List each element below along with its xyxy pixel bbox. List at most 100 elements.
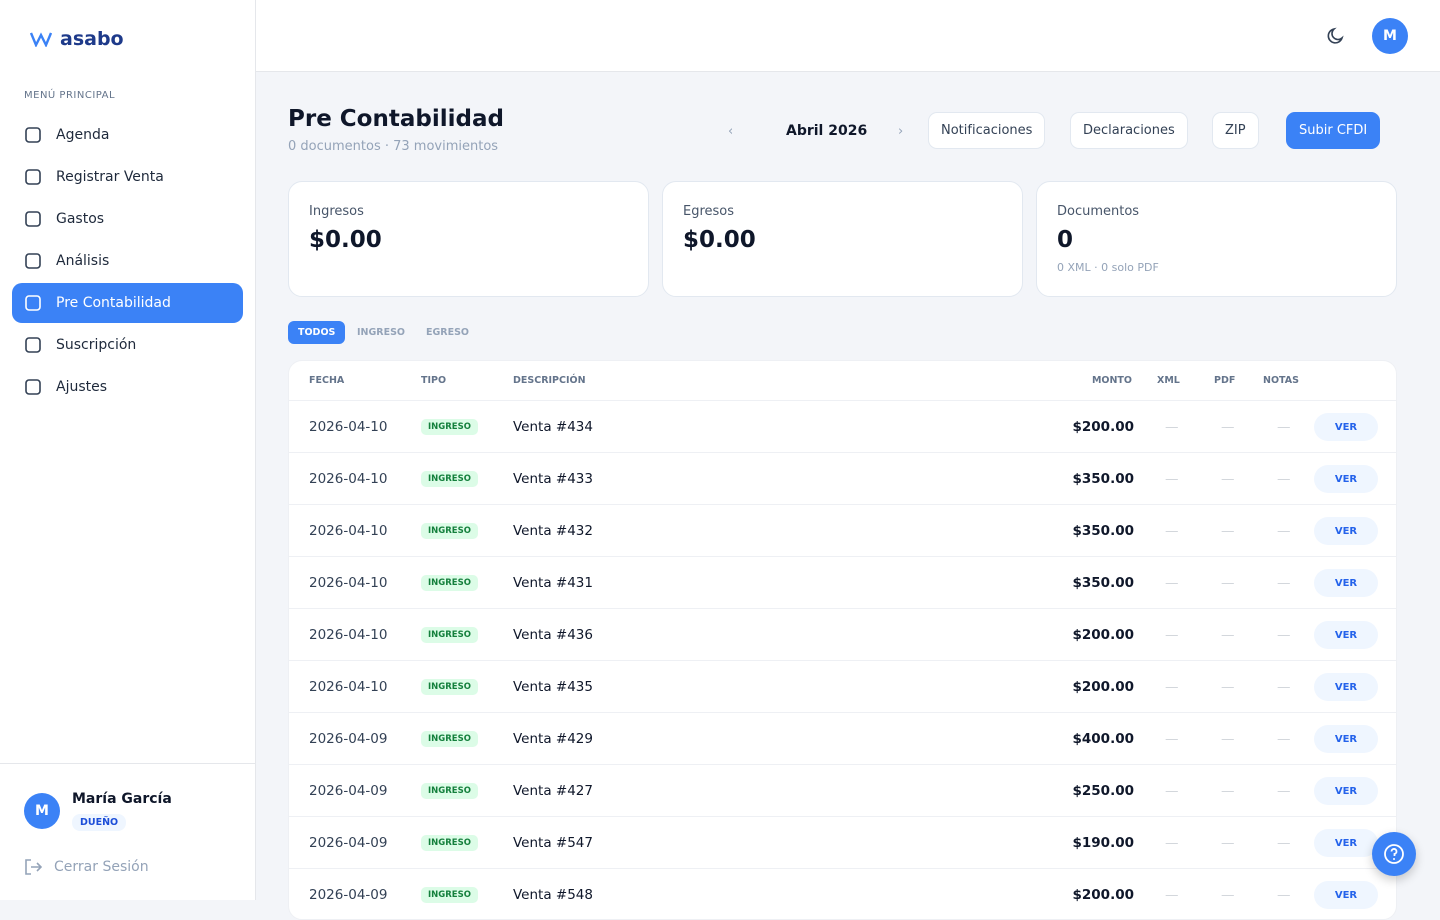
nav-item[interactable]: Agenda [12,115,243,155]
view-button[interactable]: VER [1314,569,1378,597]
filter-tab[interactable]: TODOS [288,321,346,344]
help-icon [1384,844,1404,864]
amount: $400.00 [1072,731,1135,747]
nav-label: Gastos [56,211,105,227]
nav-icon [25,253,41,269]
help-button[interactable] [1372,832,1416,876]
theme-toggle[interactable] [1326,26,1346,46]
summary-card: Ingresos $0.00 [288,181,649,297]
empty-cell: — [1221,783,1235,799]
brand-name: asabo [60,28,124,50]
card-label: Ingresos [309,204,364,219]
nav-item[interactable]: Registrar Venta [12,157,243,197]
table-row: 2026-04-09 INGRESO Venta #427 $250.00 — — — VER [289,764,1396,816]
month-label: Abril 2026 [786,123,868,139]
empty-cell: — [1277,783,1291,799]
description: Venta #435 [513,679,593,695]
type-badge: INGRESO [421,731,478,747]
empty-cell: — [1277,835,1291,851]
next-month[interactable]: › [898,124,904,139]
action-button[interactable]: Declaraciones [1070,112,1188,149]
description: Venta #431 [513,575,593,591]
card-value: 0 [1057,227,1074,253]
view-button[interactable]: VER [1314,465,1378,493]
summary-card: Egresos $0.00 [662,181,1023,297]
column-header: FECHA [309,375,345,386]
empty-cell: — [1221,627,1235,643]
filter-tab[interactable]: INGRESO [357,327,406,338]
nav-icon [25,169,41,185]
empty-cell: — [1221,419,1235,435]
nav-item[interactable]: Pre Contabilidad [12,283,243,323]
view-button[interactable]: VER [1314,517,1378,545]
action-button[interactable]: Subir CFDI [1286,112,1381,149]
card-note: 0 XML · 0 solo PDF [1057,261,1159,274]
empty-cell: — [1277,627,1291,643]
type-badge: INGRESO [421,835,478,851]
amount: $190.00 [1072,835,1135,851]
empty-cell: — [1277,887,1291,903]
type-badge: INGRESO [421,627,478,643]
date: 2026-04-10 [309,471,388,487]
nav-item[interactable]: Suscripción [12,325,243,365]
date: 2026-04-09 [309,835,388,851]
type-badge: INGRESO [421,783,478,799]
description: Venta #429 [513,731,593,747]
empty-cell: — [1277,679,1291,695]
description: Venta #548 [513,887,593,903]
view-button[interactable]: VER [1314,725,1378,753]
logo-icon [30,32,52,47]
description: Venta #547 [513,835,593,851]
empty-cell: — [1165,471,1179,487]
view-button[interactable]: VER [1314,413,1378,441]
type-badge: INGRESO [421,575,478,591]
description: Venta #427 [513,783,593,799]
filter-tab[interactable]: EGRESO [426,327,470,338]
page-subtitle: 0 documentos · 73 movimientos [288,139,499,154]
nav-icon [25,211,41,227]
action-button[interactable]: ZIP [1212,112,1259,149]
prev-month[interactable]: ‹ [728,124,734,139]
top-avatar[interactable]: M [1372,18,1408,54]
user-avatar[interactable]: M [24,793,60,829]
column-header: DESCRIPCIÓN [513,375,586,386]
amount: $200.00 [1072,887,1135,903]
view-button[interactable]: VER [1314,673,1378,701]
logo[interactable]: asabo [30,28,124,50]
amount: $200.00 [1072,627,1135,643]
empty-cell: — [1221,835,1235,851]
logout-icon [25,859,42,875]
empty-cell: — [1277,575,1291,591]
nav-item[interactable]: Ajustes [12,367,243,407]
user-panel: M María García DUEÑO Cerrar Sesión [0,763,255,900]
empty-cell: — [1165,887,1179,903]
amount: $200.00 [1072,679,1135,695]
nav-item[interactable]: Análisis [12,241,243,281]
amount: $350.00 [1072,575,1135,591]
nav-label: Suscripción [56,337,137,353]
empty-cell: — [1277,471,1291,487]
user-name: María García [72,791,172,807]
empty-cell: — [1165,731,1179,747]
table-row: 2026-04-10 INGRESO Venta #436 $200.00 — — — VER [289,608,1396,660]
view-button[interactable]: VER [1314,881,1378,909]
type-badge: INGRESO [421,887,478,903]
table-row: 2026-04-09 INGRESO Venta #548 $200.00 — — — VER [289,868,1396,919]
nav-item[interactable]: Gastos [12,199,243,239]
type-badge: INGRESO [421,471,478,487]
empty-cell: — [1165,419,1179,435]
column-header: NOTAS [1263,375,1299,386]
date: 2026-04-10 [309,627,388,643]
logout[interactable]: Cerrar Sesión [24,858,149,876]
topbar: M [256,0,1440,72]
description: Venta #433 [513,471,593,487]
view-button[interactable]: VER [1314,777,1378,805]
nav-label: Registrar Venta [56,169,164,185]
amount: $350.00 [1072,523,1135,539]
type-badge: INGRESO [421,679,478,695]
view-button[interactable]: VER [1314,621,1378,649]
empty-cell: — [1277,523,1291,539]
action-button[interactable]: Notificaciones [928,112,1046,149]
view-button[interactable]: VER [1314,829,1378,857]
